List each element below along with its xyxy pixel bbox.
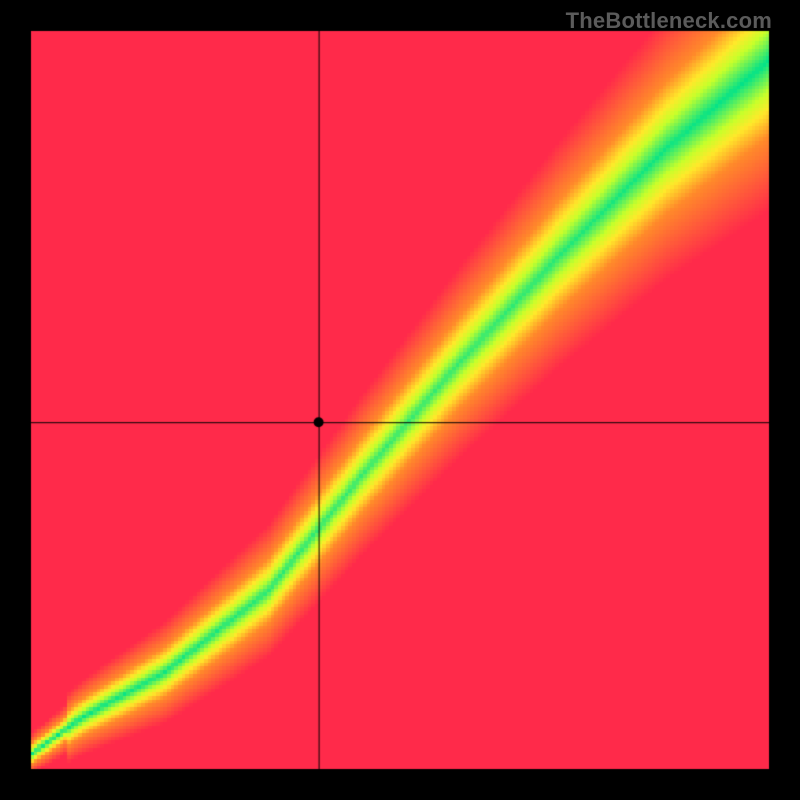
- watermark-label: TheBottleneck.com: [566, 8, 772, 34]
- heatmap-canvas: [0, 0, 800, 800]
- chart-stage: TheBottleneck.com: [0, 0, 800, 800]
